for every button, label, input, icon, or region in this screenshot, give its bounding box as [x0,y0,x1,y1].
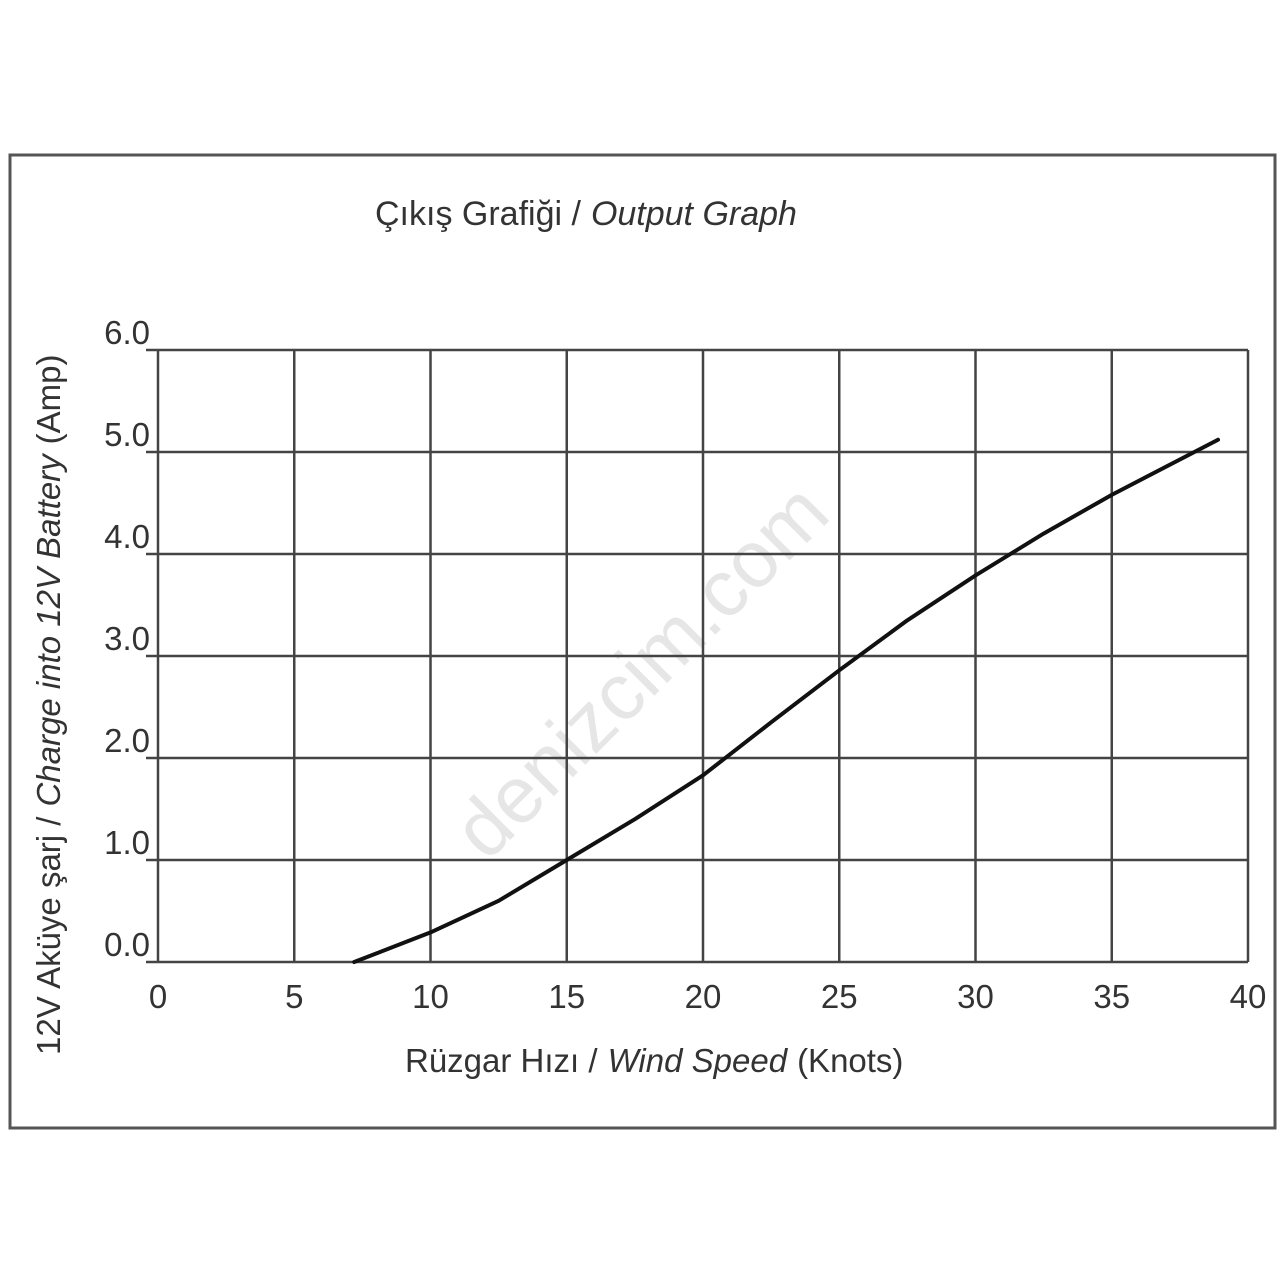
y-tick-label: 2.0 [104,722,150,759]
title-part: Output Graph [591,195,797,233]
frame [8,153,1277,1130]
y-tick-label: 5.0 [104,416,150,453]
y-tick-label: 0.0 [104,926,150,963]
x-tick-label: 40 [1230,978,1267,1015]
y-tick-label: 6.0 [104,314,150,351]
ylabel-part: Charge into 12V Battery [30,452,67,807]
title-part: Çıkış Grafiği / [375,195,581,233]
chart-title: Çıkış Grafiği / Output Graph [375,195,797,233]
xlabel-part: Wind Speed [608,1042,789,1079]
plot: 0.0 1.0 2.0 3.0 4.0 5.0 6.0 0 5 10 15 20 25 30 35 40 [104,314,1266,1015]
x-tick-label: 35 [1093,978,1130,1015]
x-tick-label: 5 [285,978,303,1015]
x-tick-label: 30 [957,978,994,1015]
y-tick-label: 1.0 [104,824,150,861]
x-tick-label: 15 [548,978,585,1015]
y-axis-label: 12V Aküye şarj / Charge into 12V Battery (… [30,354,67,1055]
xlabel-part: Rüzgar Hızı / [405,1042,598,1079]
line [352,437,1221,964]
y-tick-label: 4.0 [104,518,150,555]
ylabel-part: (Amp) [30,354,67,444]
x-axis-label: Rüzgar Hızı / Wind Speed (Knots) [405,1042,903,1079]
x-tick-label: 10 [412,978,449,1015]
x-tick-label: 20 [685,978,722,1015]
y-tick-label: 3.0 [104,620,150,657]
x-tick-label: 25 [821,978,858,1015]
xlabel-part: (Knots) [797,1042,903,1079]
x-tick-label: 0 [149,978,167,1015]
ylabel-part: 12V Aküye şarj / [30,816,67,1055]
